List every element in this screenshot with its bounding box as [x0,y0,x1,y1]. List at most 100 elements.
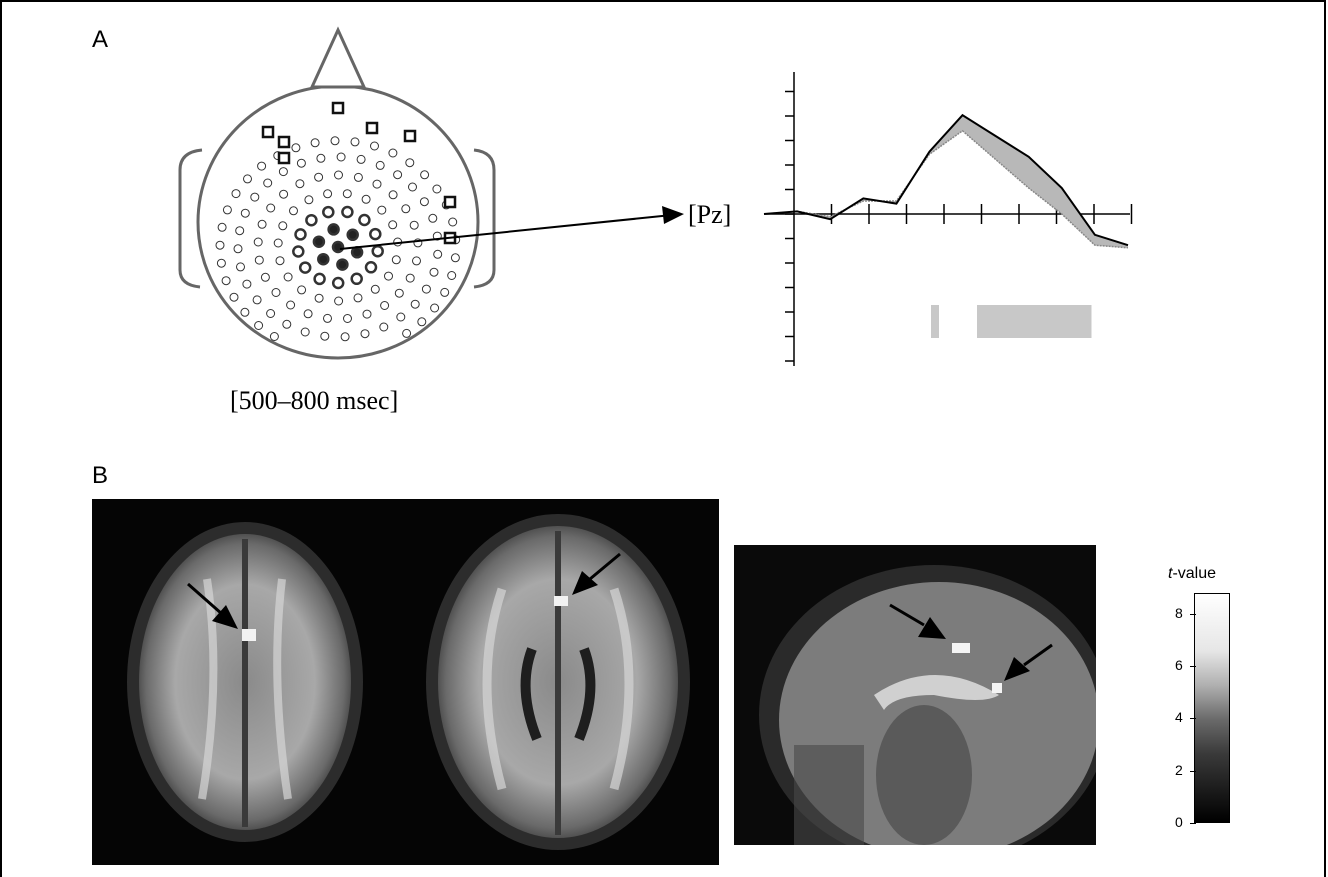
electrode [429,267,439,277]
activation-arrow-line [889,603,925,627]
electrode [296,158,306,168]
electrode [250,192,260,202]
colorbar-tick-mark [1190,770,1196,772]
electrode [323,313,332,323]
pz-arrow-head [662,206,684,224]
electrode-marker [277,135,291,149]
axial-slice-2 [426,514,690,850]
electrode [298,261,312,274]
y-axis-ticks [785,90,794,362]
electrode [371,244,384,258]
electrode [283,272,293,282]
electrode [402,328,412,338]
electrode [350,272,363,286]
electrode [421,284,431,294]
electrode [222,205,232,215]
electrode [334,296,344,306]
colorbar-tick-label: 4 [1175,709,1183,726]
electrode [275,256,285,266]
electrode [388,148,398,158]
electrode [312,235,326,248]
electrode [393,170,403,180]
colorbar-tick-mark [1190,613,1196,615]
electrode [353,172,363,182]
electrode [317,252,330,266]
colorbar-title: t-value [1168,565,1216,583]
electrode-marker [331,101,345,115]
electrode [314,172,324,182]
electrode [417,317,427,327]
series-line-condition-b [763,129,1129,249]
electrode [286,300,296,310]
electrode [334,170,343,180]
electrode [330,136,340,146]
electrode [269,332,279,341]
electrode [278,221,288,231]
electrode [231,189,241,199]
electrode [369,227,382,241]
electrode [405,273,415,283]
electrode [372,179,382,189]
colorbar-tick-mark [1190,718,1196,720]
activation-spot [242,629,256,641]
pz-arrow-line [339,214,673,250]
electrode [233,244,243,254]
difference-shading [764,115,1128,248]
electrode [243,174,252,184]
electrode [235,226,245,236]
electrode [229,292,239,302]
electrode [216,258,226,268]
colorbar-tick-label: 2 [1175,761,1183,778]
electrode-marker [443,195,457,209]
electrode [432,184,442,194]
electrode [314,293,324,303]
electrode [240,307,250,317]
electrode [388,220,398,230]
electrode [430,303,440,313]
electrode [300,327,310,337]
electrode [401,204,411,214]
electrode [254,255,264,265]
sagittal-slice-panel [734,545,1096,845]
electrode [379,322,389,332]
electrode-marker [261,125,275,139]
electrode [236,262,245,272]
electrode [428,213,438,223]
sagittal-slice-image [759,565,1096,845]
electrode [388,190,398,200]
significance-bar [977,305,1092,338]
electrode [350,137,360,147]
electrode [271,288,281,297]
panel-a-label: A [92,26,109,53]
time-window-label: [500–800 msec] [230,386,399,415]
electrode [360,329,370,339]
electrode-marker [277,151,291,165]
electrode [331,276,345,290]
electrode [322,205,335,219]
panel-b-label: B [92,462,109,489]
electrode [279,189,289,199]
electrode [292,245,305,258]
electrode-grid [215,136,461,342]
electrode [391,255,401,265]
electrode [375,160,385,170]
activation-arrow-line [187,582,223,616]
electrode [362,309,372,319]
electrode [370,284,380,294]
electrode [353,293,363,303]
electrode [260,272,270,282]
electrode [320,331,330,341]
activation-arrow-line [589,552,621,581]
electrode [263,178,273,188]
electrode [448,217,458,227]
colorbar-tick-label: 6 [1175,657,1183,674]
electrode [433,249,443,259]
electrode [294,228,307,241]
nose-shape [309,26,367,89]
electrode [316,153,326,163]
electrode [253,237,263,247]
series-line-condition-a [763,113,1129,247]
electrode [412,256,421,266]
